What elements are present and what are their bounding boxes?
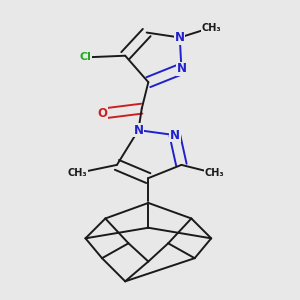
Text: N: N bbox=[175, 31, 185, 44]
Text: Cl: Cl bbox=[80, 52, 92, 62]
Text: O: O bbox=[97, 107, 107, 120]
Text: CH₃: CH₃ bbox=[68, 168, 87, 178]
Text: N: N bbox=[170, 129, 180, 142]
Text: CH₃: CH₃ bbox=[205, 168, 224, 178]
Text: CH₃: CH₃ bbox=[201, 22, 221, 33]
Text: N: N bbox=[134, 124, 143, 136]
Text: N: N bbox=[176, 62, 186, 75]
